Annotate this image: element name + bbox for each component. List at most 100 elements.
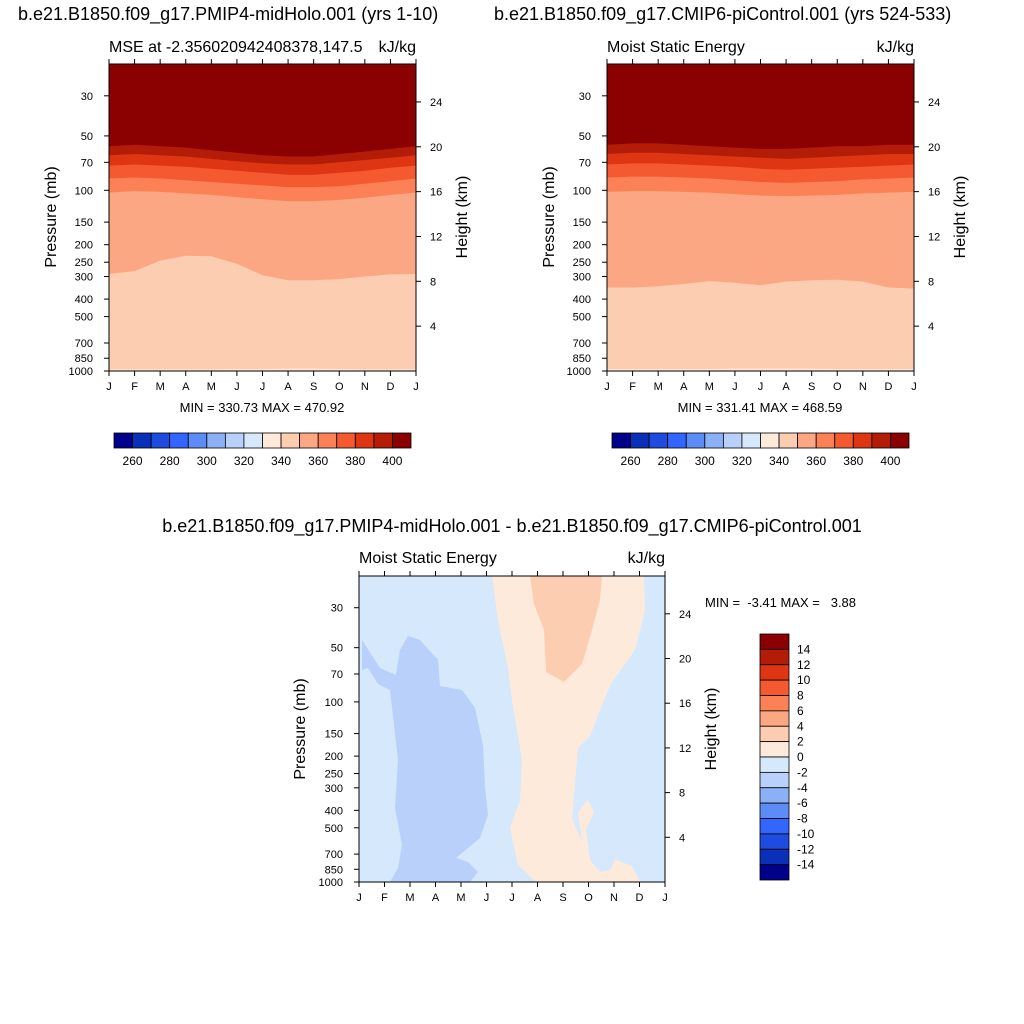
x-tick-label: J (662, 892, 668, 904)
x-tick-label: O (833, 381, 842, 393)
colorbar-label: 400 (880, 454, 900, 468)
colorbar-cell (759, 771, 790, 789)
stats-label: MIN = -3.41 MAX = 3.88 (705, 595, 856, 610)
y-axis-label: Pressure (mb) (541, 166, 558, 267)
colorbar-cell (113, 432, 133, 449)
height-tick-label: 4 (430, 321, 436, 333)
y-tick-label: 400 (75, 294, 93, 306)
colorbar-cell (373, 432, 393, 449)
colorbar-cell (206, 432, 226, 449)
y-tick-label: 300 (75, 272, 93, 284)
colorbar-label: -2 (797, 765, 808, 779)
x-tick-label: S (808, 381, 815, 393)
colorbar-cell (150, 432, 171, 449)
region-neg-2-4 (362, 636, 488, 882)
x-tick-label: A (534, 892, 542, 904)
y-tick-label: 70 (579, 157, 591, 169)
colorbar-cell (741, 432, 761, 449)
colorbar-label: 360 (806, 454, 826, 468)
colorbar-label: 300 (197, 454, 217, 468)
colorbar-label: 280 (160, 454, 180, 468)
y-tick-label: 200 (325, 751, 343, 763)
y-tick-label: 100 (75, 185, 93, 197)
x-tick-label: J (260, 381, 266, 393)
colorbar-cell (759, 648, 790, 666)
x-tick-label: O (584, 892, 593, 904)
x-tick-label: F (131, 381, 138, 393)
colorbar-cell (759, 633, 790, 650)
panel-units: kJ/kg (628, 550, 665, 567)
x-tick-label: A (182, 381, 190, 393)
colorbar-cell (187, 432, 208, 449)
x-tick-label: F (629, 381, 636, 393)
height-tick-label: 8 (430, 276, 436, 288)
contour-fill-layer (109, 64, 416, 371)
colorbar-label: 340 (271, 454, 291, 468)
x-tick-label: D (386, 381, 394, 393)
height-tick-label: 16 (928, 187, 940, 199)
x-tick-label: M (405, 892, 414, 904)
colorbar-cell (778, 432, 799, 449)
x-tick-label: J (911, 381, 917, 393)
panel-units: kJ/kg (379, 39, 416, 56)
x-tick-label: D (884, 381, 892, 393)
figure-title-right: b.e21.B1850.f09_g17.CMIP6-piControl.001 … (494, 4, 951, 25)
y-tick-label: 30 (81, 91, 93, 103)
x-tick-label: M (156, 381, 165, 393)
y-tick-label: 850 (573, 353, 591, 365)
height-tick-label: 4 (679, 832, 685, 844)
height-tick-label: 12 (679, 743, 691, 755)
y-tick-label: 50 (81, 131, 93, 143)
height-tick-label: 24 (430, 97, 442, 109)
y-tick-label: 400 (325, 805, 343, 817)
height-tick-label: 16 (430, 187, 442, 199)
x-tick-label: O (335, 381, 344, 393)
colorbar-cell (317, 432, 338, 449)
y-axis-height: 4 8 12 16 20 24 (416, 97, 442, 333)
colorbar-cell (280, 432, 301, 449)
x-tick-label: F (381, 892, 388, 904)
height-tick-label: 24 (928, 97, 940, 109)
colorbar-cell (759, 848, 790, 866)
colorbar-cell (759, 864, 790, 881)
panel-title: MSE at -2.356020942408378,147.5 (109, 39, 363, 56)
y-tick-label: 150 (325, 729, 343, 741)
region-neg-0-2-right (586, 812, 624, 872)
colorbar-cell (704, 432, 724, 449)
colorbar-label: 380 (843, 454, 863, 468)
y-tick-label: 700 (75, 338, 93, 350)
colorbar-label: 280 (658, 454, 678, 468)
y-tick-label: 1000 (567, 366, 591, 378)
colorbar-cell (759, 664, 790, 681)
colorbar-label: -10 (797, 827, 815, 841)
y-tick-label: 200 (573, 240, 591, 252)
y-tick-label: 150 (75, 217, 93, 229)
y-tick-label: 100 (325, 697, 343, 709)
colorbar-cell (336, 432, 356, 449)
colorbar-cell (834, 432, 854, 449)
colorbar-cell (722, 432, 743, 449)
figure-title-difference: b.e21.B1850.f09_g17.PMIP4-midHolo.001 - … (162, 516, 861, 537)
y-tick-label: 850 (325, 864, 343, 876)
colorbar-cell (759, 802, 790, 819)
y-tick-label: 1000 (69, 366, 93, 378)
colorbar-label: -14 (797, 858, 815, 872)
x-tick-label: A (680, 381, 688, 393)
y-tick-label: 70 (331, 669, 343, 681)
height-tick-label: 4 (928, 321, 934, 333)
region-pos-0-2 (492, 576, 645, 882)
colorbar-label: 260 (123, 454, 143, 468)
region-pos-2-4 (530, 576, 602, 682)
y-axis-label: Pressure (mb) (292, 678, 309, 779)
y-tick-label: 300 (325, 783, 343, 795)
x-tick-label: M (207, 381, 216, 393)
colorbar-label: 300 (695, 454, 715, 468)
panel-title: Moist Static Energy (607, 39, 745, 56)
